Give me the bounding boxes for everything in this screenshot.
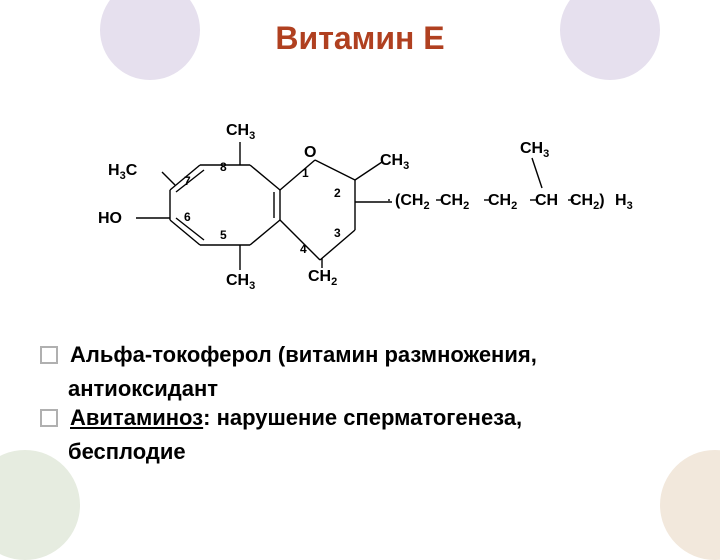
formula-label: CH2 [488, 192, 517, 212]
bullet-square-icon [40, 346, 58, 364]
formula-label: CH2) [570, 192, 605, 212]
formula-label: H3C [108, 162, 137, 182]
bullet-text-cont: бесплодие [68, 437, 680, 467]
atom-number: 4 [300, 242, 307, 256]
bullet-text: Альфа-токоферол (витамин размножения, [70, 340, 537, 370]
atom-number: 3 [334, 226, 341, 240]
formula-label: HO [98, 210, 122, 228]
atom-number: 8 [220, 160, 227, 174]
atom-number: 1 [302, 166, 309, 180]
bullet-text-cont: антиоксидант [68, 374, 680, 404]
bullet-item: Авитаминоз: нарушение сперматогенеза, [40, 403, 680, 433]
formula-label: CH3 [226, 272, 255, 292]
formula-label: CH2 [440, 192, 469, 212]
bullet-text: Авитаминоз: нарушение сперматогенеза, [70, 403, 522, 433]
formula-label: CH3 [226, 122, 255, 142]
chemical-structure: CH3OCH3CH3H3C(CH2CH2CH2CHCH2)H3HOCH3CH2 … [90, 120, 650, 300]
formula-label: CH2 [308, 268, 337, 288]
formula-label: CH3 [380, 152, 409, 172]
formula-label: (CH2 [395, 192, 430, 212]
formula-label: O [304, 144, 316, 162]
slide-title: Витамин Е [0, 20, 720, 57]
formula-label: H3 [615, 192, 633, 212]
atom-number: 6 [184, 210, 191, 224]
formula-label: CH [535, 192, 558, 210]
atom-number: 5 [220, 228, 227, 242]
atom-number: 2 [334, 186, 341, 200]
bullet-list: Альфа-токоферол (витамин размножения, ант… [40, 340, 680, 467]
bullet-square-icon [40, 409, 58, 427]
formula-label: CH3 [520, 140, 549, 160]
bullet-item: Альфа-токоферол (витамин размножения, [40, 340, 680, 370]
atom-number: 7 [184, 174, 191, 188]
